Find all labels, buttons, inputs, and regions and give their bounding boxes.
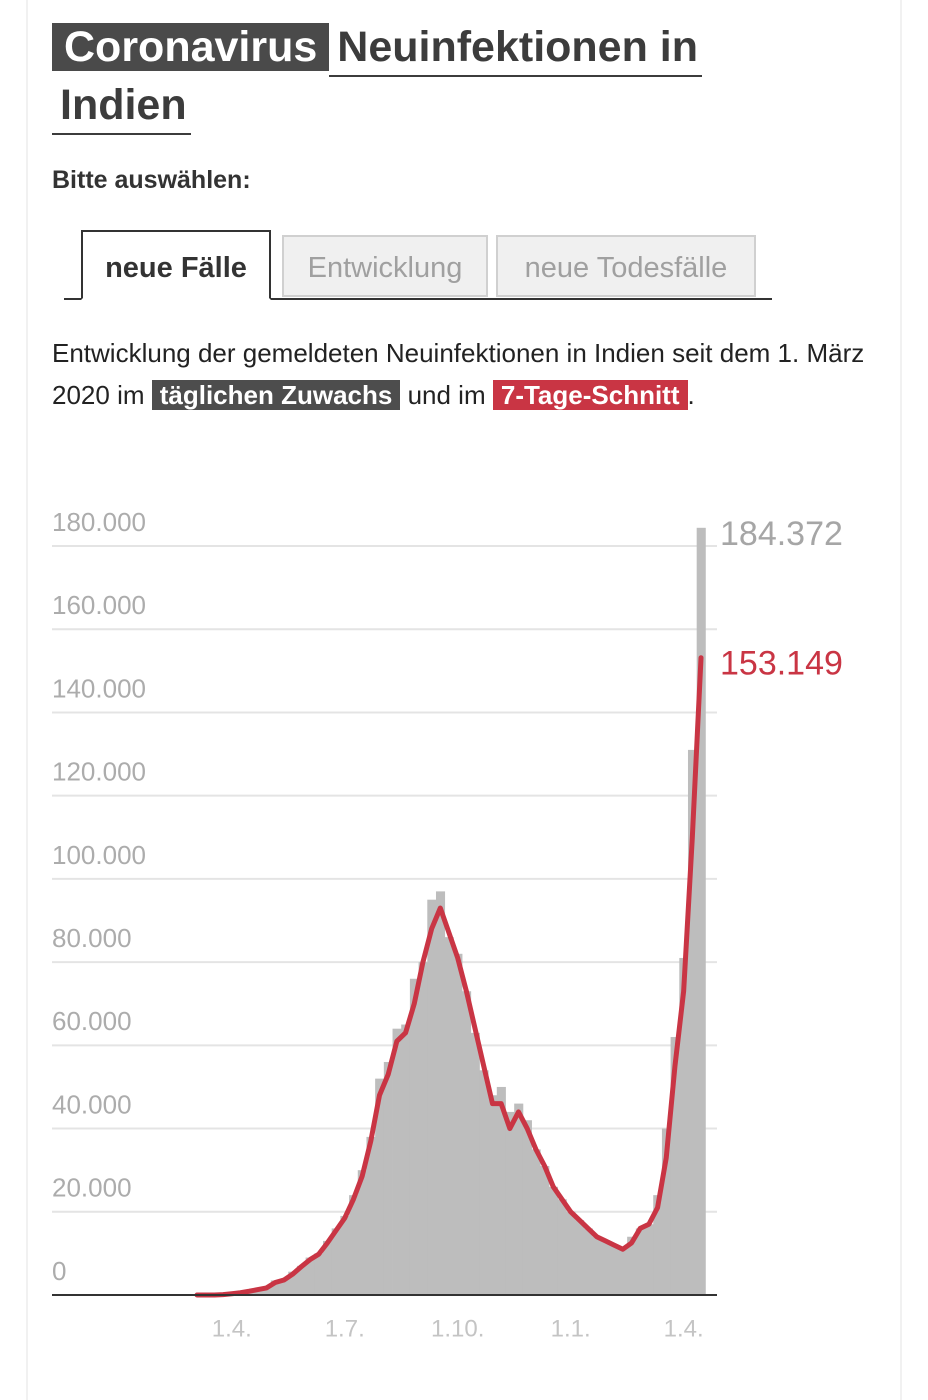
bar	[296, 1265, 307, 1295]
y-tick-label: 60.000	[52, 1006, 132, 1036]
y-tick-label: 160.000	[52, 590, 146, 620]
bar	[270, 1280, 280, 1295]
bar	[548, 1186, 559, 1295]
tab[interactable]: Entwicklung	[282, 235, 488, 297]
bar	[609, 1245, 619, 1295]
bar	[575, 1220, 585, 1295]
bar	[540, 1166, 550, 1295]
bar	[583, 1228, 593, 1295]
bar	[635, 1228, 645, 1295]
bar	[566, 1211, 576, 1295]
bar	[531, 1149, 541, 1295]
bar	[644, 1224, 654, 1295]
y-tick-label: 0	[52, 1256, 66, 1286]
y-tick-label: 80.000	[52, 923, 132, 953]
bar	[522, 1120, 532, 1295]
y-tick-label: 40.000	[52, 1089, 132, 1119]
bar	[462, 991, 472, 1295]
line	[194, 655, 704, 1298]
bar	[496, 1086, 506, 1295]
headline: Coronavirus Neuinfektionen in Indien	[52, 18, 792, 135]
bar	[331, 1228, 341, 1295]
x-tick-label: 1.4.	[212, 1315, 252, 1342]
description-text: und im	[407, 380, 486, 410]
tab[interactable]: neue Fälle	[81, 230, 271, 300]
bar	[601, 1240, 611, 1295]
bar	[314, 1253, 324, 1295]
bar	[418, 962, 428, 1295]
y-tick-label: 120.000	[52, 757, 146, 787]
bar	[383, 1061, 393, 1295]
bar	[687, 749, 698, 1295]
bar	[670, 1037, 680, 1295]
bar	[401, 1024, 411, 1295]
bar	[505, 1111, 515, 1295]
series-highlight: 7-Tage-Schnitt	[492, 380, 688, 410]
bar	[340, 1215, 350, 1295]
series-highlight: täglichen Zuwachs	[151, 380, 401, 410]
bar	[409, 978, 419, 1295]
bar	[305, 1257, 315, 1295]
card-edge	[26, 0, 28, 1400]
description: Entwicklung der gemeldeten Neuinfektione…	[52, 332, 892, 416]
card-edge	[900, 0, 902, 1400]
bar	[479, 1070, 489, 1295]
headline-kicker: Coronavirus	[52, 23, 330, 71]
bar	[366, 1136, 376, 1295]
bar	[514, 1103, 524, 1295]
x-tick-label: 1.1.	[551, 1315, 591, 1342]
x-tick-label: 1.10.	[431, 1315, 484, 1342]
bar	[592, 1236, 602, 1295]
bar	[470, 1032, 480, 1295]
bar	[444, 937, 454, 1295]
x-tick-label: 1.7.	[325, 1315, 365, 1342]
tab[interactable]: neue Todesfälle	[496, 235, 756, 297]
y-tick-label: 20.000	[52, 1173, 132, 1203]
headline-title: Neuinfektionen in Indien	[52, 23, 703, 135]
bar	[375, 1078, 385, 1295]
y-tick-label: 180.000	[52, 507, 146, 537]
value-label: 153.149	[720, 645, 843, 683]
bar	[357, 1170, 367, 1295]
value-label: 184.372	[720, 515, 843, 553]
bar	[627, 1236, 637, 1295]
bar	[262, 1287, 272, 1295]
description-text: .	[687, 380, 695, 410]
chart: 0 20.000 40.000 60.000 80.000 100.000 120.000 1…	[52, 507, 843, 1342]
bar	[427, 899, 437, 1295]
bar	[618, 1249, 628, 1295]
x-tick-label: 1.4.	[664, 1315, 704, 1342]
select-prompt: Bitte auswählen:	[52, 166, 251, 194]
bar	[279, 1279, 289, 1295]
bar	[661, 1128, 672, 1295]
y-tick-label: 140.000	[52, 673, 146, 703]
bar	[679, 957, 689, 1295]
bar	[696, 527, 706, 1295]
tab-bar: neue Fälle Entwicklung neue Todesfälle	[64, 228, 772, 300]
bar	[349, 1195, 359, 1295]
description-text: Entwicklung der gemeldeten Neuinfektione…	[52, 338, 865, 410]
bar	[435, 891, 446, 1295]
bar	[557, 1199, 567, 1295]
bar	[323, 1240, 333, 1295]
bar	[453, 953, 463, 1295]
bar	[653, 1195, 663, 1295]
bar	[288, 1271, 298, 1295]
bar	[488, 1095, 498, 1295]
y-tick-label: 100.000	[52, 840, 146, 870]
bar	[392, 1028, 402, 1295]
